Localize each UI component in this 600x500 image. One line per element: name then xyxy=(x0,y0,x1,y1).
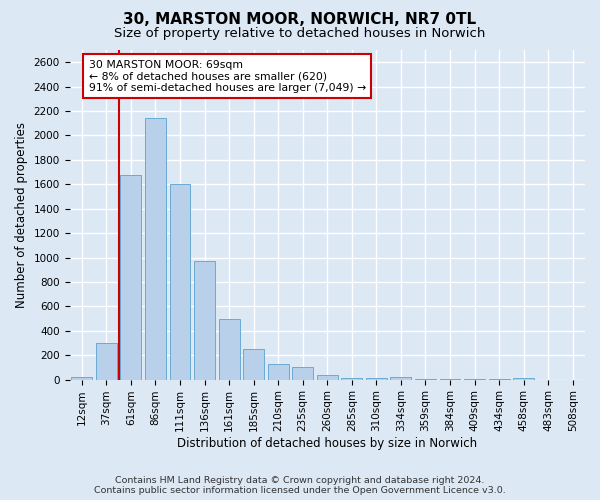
Bar xyxy=(268,364,289,380)
X-axis label: Distribution of detached houses by size in Norwich: Distribution of detached houses by size … xyxy=(177,437,478,450)
Bar xyxy=(415,379,436,380)
Bar xyxy=(440,379,460,380)
Text: Contains HM Land Registry data © Crown copyright and database right 2024.
Contai: Contains HM Land Registry data © Crown c… xyxy=(94,476,506,495)
Bar xyxy=(243,349,264,380)
Bar xyxy=(170,184,190,380)
Bar xyxy=(341,378,362,380)
Text: 30 MARSTON MOOR: 69sqm
← 8% of detached houses are smaller (620)
91% of semi-det: 30 MARSTON MOOR: 69sqm ← 8% of detached … xyxy=(89,60,366,93)
Bar xyxy=(194,261,215,380)
Bar xyxy=(513,378,534,380)
Text: 30, MARSTON MOOR, NORWICH, NR7 0TL: 30, MARSTON MOOR, NORWICH, NR7 0TL xyxy=(124,12,476,28)
Bar xyxy=(71,377,92,380)
Bar xyxy=(96,343,117,380)
Bar xyxy=(366,378,387,380)
Bar xyxy=(292,368,313,380)
Bar xyxy=(121,174,142,380)
Text: Size of property relative to detached houses in Norwich: Size of property relative to detached ho… xyxy=(115,28,485,40)
Bar xyxy=(218,318,239,380)
Y-axis label: Number of detached properties: Number of detached properties xyxy=(15,122,28,308)
Bar xyxy=(464,379,485,380)
Bar xyxy=(391,378,412,380)
Bar xyxy=(145,118,166,380)
Bar xyxy=(317,374,338,380)
